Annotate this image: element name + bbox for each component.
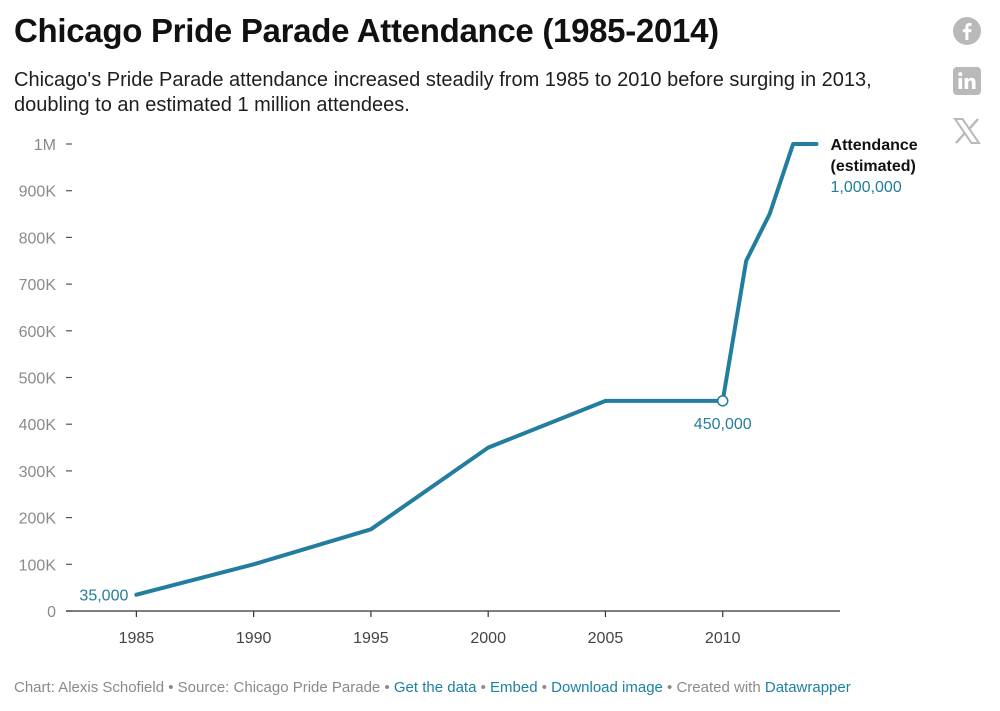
footer-separator: • xyxy=(537,679,552,696)
y-tick-label: 100K xyxy=(19,557,57,574)
y-tick-label: 400K xyxy=(19,417,57,434)
facebook-icon[interactable] xyxy=(952,16,982,46)
series-end-label: Attendance xyxy=(831,137,918,154)
y-tick-label: 300K xyxy=(19,464,57,481)
chart-title: Chicago Pride Parade Attendance (1985-20… xyxy=(14,12,719,49)
y-tick-label: 500K xyxy=(19,371,57,388)
y-tick-label: 0 xyxy=(47,604,56,621)
footer: Chart: Alexis Schofield • Source: Chicag… xyxy=(14,679,851,696)
x-tick-label: 1990 xyxy=(236,630,272,647)
datawrapper-link[interactable]: Datawrapper xyxy=(764,679,851,696)
download-image-link[interactable]: Download image xyxy=(551,679,663,696)
x-icon[interactable] xyxy=(952,116,982,146)
y-tick-label: 800K xyxy=(19,230,57,247)
chart-subtitle: Chicago's Pride Parade attendance increa… xyxy=(14,69,872,116)
linkedin-icon[interactable] xyxy=(952,66,982,96)
x-tick-label: 2010 xyxy=(705,630,741,647)
x-tick-label: 1995 xyxy=(353,630,389,647)
footer-credit: Chart: Alexis Schofield • Source: Chicag… xyxy=(14,679,394,696)
line-chart: 0 100K 200K 300K 400K 500K 600K 700K 800K 900K 1M 1… xyxy=(19,137,918,647)
x-tick-label: 2000 xyxy=(470,630,506,647)
data-point-2010 xyxy=(716,395,729,407)
x-tick-label: 1985 xyxy=(119,630,155,647)
y-tick-label: 200K xyxy=(19,511,57,528)
annotation-2010-value: 450,000 xyxy=(694,416,752,433)
y-tick-label: 600K xyxy=(19,324,57,341)
x-tick-label: 2005 xyxy=(588,630,624,647)
footer-separator: • Created with xyxy=(662,679,765,696)
share-bar xyxy=(952,16,982,166)
get-data-link[interactable]: Get the data xyxy=(393,679,477,696)
y-tick-label: 900K xyxy=(19,184,57,201)
series-line-attendance xyxy=(134,142,819,597)
footer-separator: • xyxy=(476,679,491,696)
annotation-1985-value: 35,000 xyxy=(79,588,128,605)
series-end-label: (estimated) xyxy=(831,158,916,175)
annotation-2014-value: 1,000,000 xyxy=(831,179,902,196)
embed-link[interactable]: Embed xyxy=(490,679,538,696)
y-tick-label: 700K xyxy=(19,277,57,294)
y-tick-label: 1M xyxy=(34,137,56,154)
